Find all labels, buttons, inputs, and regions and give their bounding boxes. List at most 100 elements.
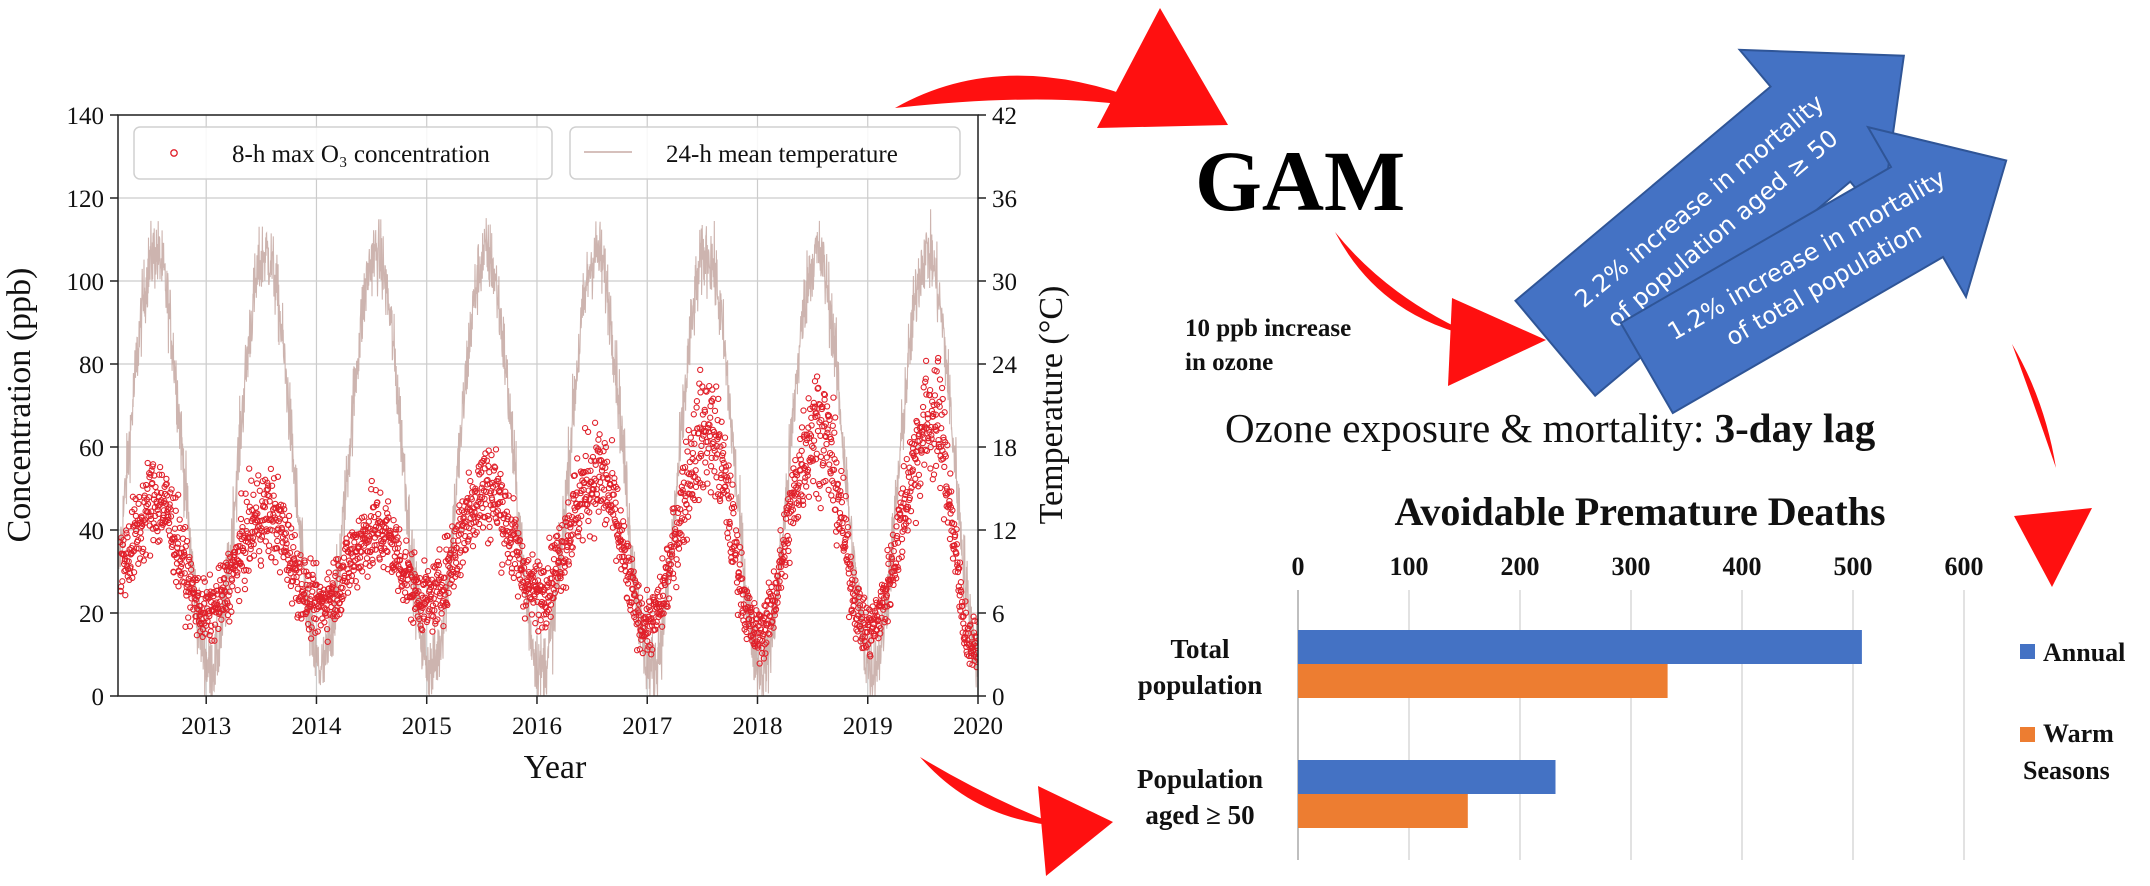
ozone-point <box>596 431 603 438</box>
ozone-point <box>888 555 896 562</box>
ozone-point <box>733 539 740 546</box>
ozone-point <box>877 625 884 632</box>
ozone-point <box>392 526 400 533</box>
ozone-point <box>385 514 392 521</box>
ozone-point <box>255 472 262 479</box>
legend-warm-label-line2: Seasons <box>2023 756 2110 785</box>
ozone-point <box>919 439 926 447</box>
ozone-point <box>294 585 301 592</box>
ozone-point <box>704 480 711 487</box>
ozone-point <box>929 398 936 405</box>
ozone-point <box>774 573 781 580</box>
ozone-point <box>493 509 500 516</box>
ozone-point <box>448 576 456 584</box>
ozone-point <box>703 469 710 476</box>
ozone-point <box>154 506 161 513</box>
ozone-point <box>707 414 714 421</box>
ozone-point <box>830 394 837 401</box>
ozone-point <box>178 570 185 577</box>
ozone-point <box>491 501 498 508</box>
ozone-point <box>928 435 935 442</box>
ozone-point <box>820 447 827 454</box>
ozone-point <box>923 447 931 454</box>
ozone-point <box>352 578 359 585</box>
y-tick-label: 80 <box>79 352 104 379</box>
ozone-point <box>305 585 312 592</box>
ozone-point <box>190 585 198 593</box>
ozone-point <box>785 547 792 555</box>
ozone-point <box>237 515 245 523</box>
ozone-point <box>490 467 498 474</box>
ozone-point <box>794 513 802 521</box>
ozone-point <box>819 462 826 469</box>
ozone-point <box>175 583 182 590</box>
ozone-point <box>137 535 145 542</box>
ozone-point <box>916 492 924 500</box>
ozone-point <box>228 577 236 584</box>
ozone-point <box>739 575 746 582</box>
ozone-point <box>668 551 676 558</box>
ozone-point <box>730 504 738 511</box>
ozone-point <box>144 485 151 492</box>
ozone-point <box>276 569 284 576</box>
ozone-point <box>167 489 174 496</box>
ozone-point <box>735 569 742 576</box>
ozone-point <box>724 534 732 541</box>
ozone-point <box>817 504 824 512</box>
ozone-point <box>526 582 533 589</box>
ozone-point <box>574 529 581 536</box>
ozone-point <box>846 560 854 567</box>
ozone-point <box>912 519 920 527</box>
ozone-point <box>657 611 664 618</box>
ozone-point <box>301 591 308 598</box>
ozone-point <box>566 521 574 528</box>
ozone-point <box>334 555 342 563</box>
ozone-point <box>833 459 840 466</box>
ozone-point <box>502 492 509 499</box>
ozone-point <box>122 592 129 599</box>
ozone-point <box>710 428 718 436</box>
ozone-point <box>233 544 240 551</box>
ozone-point <box>614 485 621 493</box>
ozone-point <box>595 436 602 443</box>
ozone-point <box>436 546 443 553</box>
ozone-point <box>340 554 348 561</box>
ozone-point <box>250 491 257 498</box>
ozone-point <box>601 439 608 447</box>
ozone-point <box>522 602 530 609</box>
ozone-point <box>257 536 264 543</box>
ozone-point <box>826 449 834 457</box>
ozone-point <box>633 647 641 654</box>
ozone-point <box>234 586 241 594</box>
ozone-point <box>238 490 245 497</box>
ozone-point <box>167 513 175 520</box>
bar-x-tick-label: 500 <box>1834 552 1873 581</box>
ozone-point <box>456 502 463 509</box>
ozone-point <box>248 477 255 484</box>
ozone-point <box>534 558 541 565</box>
ozone-point <box>140 557 147 564</box>
ozone-point <box>258 533 266 540</box>
legend-ozone-label: 8-h max O₃ concentration <box>232 141 490 168</box>
ozone-point <box>413 589 420 597</box>
ozone-point <box>479 504 486 512</box>
ozone-point <box>254 510 261 517</box>
ozone-point <box>661 581 669 589</box>
ozone-point <box>544 583 551 591</box>
ozone-point <box>608 507 615 514</box>
ozone-point <box>420 613 428 620</box>
ozone-point <box>817 453 825 460</box>
ozone-point <box>310 606 317 614</box>
ozone-point <box>479 481 486 488</box>
ozone-point <box>283 548 290 555</box>
ozone-point <box>182 523 189 531</box>
ozone-point <box>679 486 686 494</box>
ozone-point <box>479 524 487 531</box>
ozone-point <box>225 550 232 557</box>
ozone-point <box>508 569 515 576</box>
ozone-point <box>776 578 783 585</box>
ozone-point <box>530 599 537 606</box>
ozone-point <box>840 545 848 552</box>
ozone-point <box>465 536 472 543</box>
avoidable-deaths-chart: Avoidable Premature Deaths 0 100 200 300 400… <box>1137 489 2125 860</box>
